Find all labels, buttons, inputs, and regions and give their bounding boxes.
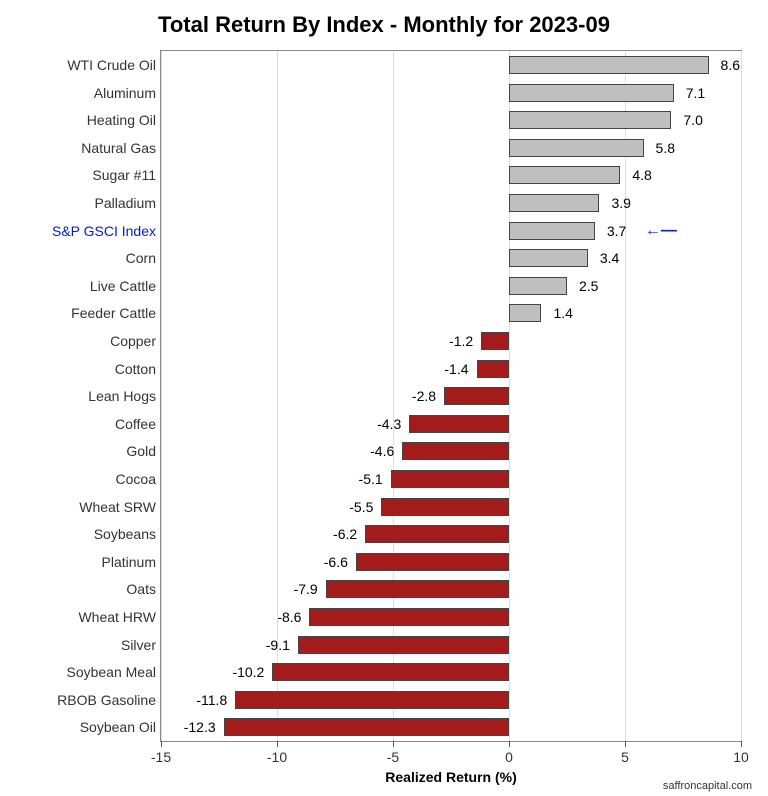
value-label: 5.8 bbox=[656, 140, 675, 156]
y-axis-label: Coffee bbox=[115, 416, 156, 432]
bar bbox=[477, 360, 509, 378]
plot-area: Realized Return (%) -15-10-50510WTI Crud… bbox=[160, 50, 742, 742]
value-label: -11.8 bbox=[196, 692, 227, 708]
bar bbox=[235, 691, 509, 709]
x-tick bbox=[509, 741, 510, 747]
y-axis-label: Live Cattle bbox=[90, 278, 156, 294]
x-tick bbox=[277, 741, 278, 747]
chart-container: Total Return By Index - Monthly for 2023… bbox=[0, 0, 768, 796]
x-tick bbox=[741, 741, 742, 747]
y-axis-label: RBOB Gasoline bbox=[57, 692, 156, 708]
chart-caption: saffroncapital.com bbox=[663, 780, 752, 792]
x-axis-label: Realized Return (%) bbox=[385, 769, 516, 785]
bar bbox=[298, 636, 509, 654]
bar bbox=[509, 304, 541, 322]
bar bbox=[391, 470, 509, 488]
y-axis-label: Soybeans bbox=[94, 526, 156, 542]
y-axis-label: Gold bbox=[126, 443, 156, 459]
bar bbox=[509, 56, 709, 74]
bar bbox=[224, 718, 509, 736]
y-axis-label: Corn bbox=[126, 250, 156, 266]
value-label: 4.8 bbox=[632, 167, 651, 183]
y-axis-label: Feeder Cattle bbox=[71, 305, 156, 321]
highlight-arrow-icon: ←— bbox=[645, 222, 677, 240]
y-axis-label: Soybean Oil bbox=[80, 719, 156, 735]
bar bbox=[365, 525, 509, 543]
value-label: -7.9 bbox=[294, 581, 318, 597]
bar bbox=[509, 139, 644, 157]
y-axis-label: Silver bbox=[121, 637, 156, 653]
value-label: -2.8 bbox=[412, 388, 436, 404]
value-label: -1.2 bbox=[449, 333, 473, 349]
y-axis-label: Cotton bbox=[115, 361, 156, 377]
bar bbox=[481, 332, 509, 350]
value-label: 3.9 bbox=[611, 195, 630, 211]
bar bbox=[309, 608, 509, 626]
y-axis-label: Wheat HRW bbox=[78, 609, 156, 625]
x-tick-label: 10 bbox=[733, 749, 749, 765]
bar bbox=[509, 249, 588, 267]
bar bbox=[356, 553, 509, 571]
x-tick-label: -10 bbox=[267, 749, 287, 765]
y-axis-label: Cocoa bbox=[116, 471, 156, 487]
value-label: -5.5 bbox=[349, 499, 373, 515]
y-axis-label: Palladium bbox=[95, 195, 156, 211]
y-axis-label: Sugar #11 bbox=[92, 167, 156, 183]
y-axis-label: Natural Gas bbox=[81, 140, 156, 156]
value-label: 3.4 bbox=[600, 250, 619, 266]
value-label: -6.6 bbox=[324, 554, 348, 570]
value-label: -4.3 bbox=[377, 416, 401, 432]
value-label: 3.7 bbox=[607, 223, 626, 239]
value-label: 7.1 bbox=[686, 85, 705, 101]
x-tick-label: -5 bbox=[387, 749, 399, 765]
bar bbox=[509, 277, 567, 295]
y-axis-label: Lean Hogs bbox=[88, 388, 156, 404]
x-tick-label: 0 bbox=[505, 749, 513, 765]
value-label: -8.6 bbox=[277, 609, 301, 625]
value-label: -5.1 bbox=[359, 471, 383, 487]
chart-title: Total Return By Index - Monthly for 2023… bbox=[0, 12, 768, 38]
value-label: -10.2 bbox=[232, 664, 264, 680]
value-label: 2.5 bbox=[579, 278, 598, 294]
bar bbox=[509, 222, 595, 240]
bar bbox=[509, 194, 599, 212]
bar bbox=[402, 442, 509, 460]
value-label: 1.4 bbox=[553, 305, 572, 321]
x-tick bbox=[625, 741, 626, 747]
y-axis-label: WTI Crude Oil bbox=[67, 57, 156, 73]
value-label: -9.1 bbox=[266, 637, 290, 653]
bar bbox=[381, 498, 509, 516]
y-axis-label: S&P GSCI Index bbox=[52, 223, 156, 239]
x-tick-label: 5 bbox=[621, 749, 629, 765]
x-tick bbox=[393, 741, 394, 747]
value-label: 8.6 bbox=[721, 57, 740, 73]
gridline bbox=[741, 51, 742, 741]
value-label: -1.4 bbox=[444, 361, 468, 377]
x-tick bbox=[161, 741, 162, 747]
value-label: -4.6 bbox=[370, 443, 394, 459]
x-tick-label: -15 bbox=[151, 749, 171, 765]
bar bbox=[444, 387, 509, 405]
bar bbox=[272, 663, 509, 681]
gridline bbox=[161, 51, 162, 741]
y-axis-label: Wheat SRW bbox=[79, 499, 156, 515]
y-axis-label: Soybean Meal bbox=[66, 664, 156, 680]
value-label: -6.2 bbox=[333, 526, 357, 542]
value-label: 7.0 bbox=[683, 112, 702, 128]
y-axis-label: Platinum bbox=[102, 554, 156, 570]
value-label: -12.3 bbox=[184, 719, 216, 735]
bar bbox=[509, 111, 671, 129]
y-axis-label: Copper bbox=[110, 333, 156, 349]
bar bbox=[326, 580, 509, 598]
bar bbox=[509, 166, 620, 184]
y-axis-label: Aluminum bbox=[94, 85, 156, 101]
bar bbox=[409, 415, 509, 433]
y-axis-label: Oats bbox=[126, 581, 156, 597]
bar bbox=[509, 84, 674, 102]
y-axis-label: Heating Oil bbox=[87, 112, 156, 128]
